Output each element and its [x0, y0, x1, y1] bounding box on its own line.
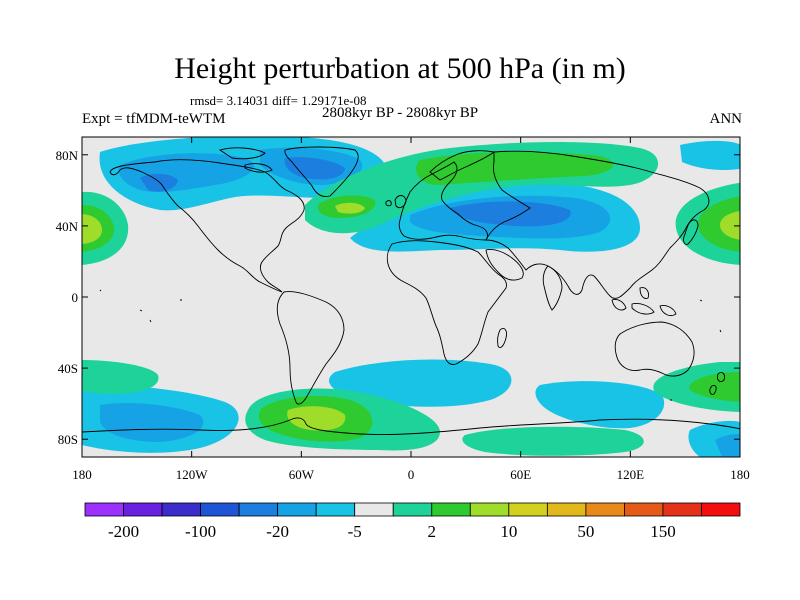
- contour-fields: [82, 137, 740, 457]
- coast-antarctica: [82, 417, 740, 435]
- lat-tick-label: 0: [72, 290, 79, 305]
- coast-greenland: [284, 146, 359, 197]
- positive-region-southern-ocean: [462, 426, 644, 456]
- colorbar-label: -200: [108, 522, 139, 541]
- colorbar-swatch: [84, 502, 124, 517]
- lat-tick-label: 80N: [56, 148, 79, 163]
- coast-australia: [614, 321, 695, 377]
- colorbar-label: -5: [348, 522, 362, 541]
- plot-title: Height perturbation at 500 hPa (in m): [174, 52, 626, 85]
- positive-region-north-atlantic-europe: [305, 142, 659, 234]
- positive-region-north-pacific-east: [675, 182, 740, 265]
- negative-region-south-pacific: [82, 385, 740, 457]
- lon-tick-label: 180: [72, 467, 92, 482]
- negative-region-south-atlantic: [329, 359, 512, 407]
- lon-tick-label: 60E: [510, 467, 531, 482]
- positive-region-north-pacific-west: [82, 191, 129, 265]
- colorbar-swatch: [546, 502, 587, 517]
- coast-madagascar: [497, 327, 507, 349]
- colorbar-label: 10: [500, 522, 517, 541]
- coast-north-america: [109, 159, 305, 293]
- colorbar-label: 150: [650, 522, 676, 541]
- coast-asia: [485, 150, 710, 299]
- colorbar-swatch: [392, 502, 433, 517]
- colorbar-swatch: [354, 502, 394, 517]
- colorbar-swatch: [662, 502, 702, 517]
- negative-region-eurasia: [350, 182, 640, 252]
- negative-region-northeast: [680, 140, 740, 170]
- colorbar-label: -20: [266, 522, 289, 541]
- colorbar-label: 2: [428, 522, 437, 541]
- coast-india: [542, 265, 563, 311]
- coast-small-islands: [99, 289, 722, 401]
- colorbar-swatch: [469, 502, 510, 517]
- period-label: 2808kyr BP - 2808kyr BP: [322, 105, 479, 121]
- coast-british-isles: [385, 195, 407, 209]
- coast-arctic-islands: [218, 147, 273, 173]
- season-label: ANN: [709, 111, 743, 127]
- latitude-axis: 80N 40N 0 40S 80S: [56, 148, 740, 447]
- colorbar-swatch: [315, 502, 356, 517]
- colorbar-label: 50: [577, 522, 594, 541]
- coast-southeast-asia-islands: [611, 287, 677, 317]
- coast-new-zealand: [709, 371, 725, 395]
- lat-tick-label: 80S: [58, 432, 78, 447]
- lon-tick-label: 120E: [617, 467, 645, 482]
- lon-tick-label: 0: [408, 467, 415, 482]
- lat-tick-label: 40S: [58, 361, 78, 376]
- negative-region-greenland: [99, 137, 387, 211]
- colorbar-swatch: [624, 502, 664, 517]
- coast-japan: [683, 219, 699, 245]
- coast-africa: [386, 240, 507, 365]
- coastlines: [82, 146, 740, 435]
- lon-tick-label: 120W: [176, 467, 209, 482]
- negative-region-south-indian: [535, 381, 665, 429]
- map-panel: [81, 136, 741, 458]
- colorbar-swatch: [701, 502, 741, 517]
- colorbar-swatch: [277, 502, 317, 517]
- coast-arabia: [485, 249, 524, 281]
- colorbar-swatch: [585, 502, 625, 517]
- longitude-axis: 180 120W 60W 0 60E 120E 180: [72, 137, 750, 482]
- colorbar-swatch: [161, 502, 201, 517]
- colorbar-swatch: [238, 502, 279, 517]
- lon-tick-label: 180: [730, 467, 750, 482]
- colorbar-swatch: [431, 502, 471, 517]
- colorbar-label: -100: [185, 522, 216, 541]
- positive-region-south-west-pacific: [82, 360, 740, 412]
- lat-tick-label: 40N: [56, 219, 79, 234]
- experiment-label: Expt = tfMDM-teWTM: [82, 111, 226, 127]
- colorbar: -200 -100 -20 -5 2 10 50 150: [84, 502, 741, 541]
- stats-text: rmsd= 3.14031 diff= 1.29171e-08: [190, 93, 367, 108]
- colorbar-swatch: [508, 502, 548, 517]
- coast-south-america: [276, 291, 345, 405]
- positive-region-south-america: [245, 388, 440, 451]
- lon-tick-label: 60W: [289, 467, 315, 482]
- colorbar-swatch: [200, 502, 240, 517]
- colorbar-swatch: [123, 502, 163, 517]
